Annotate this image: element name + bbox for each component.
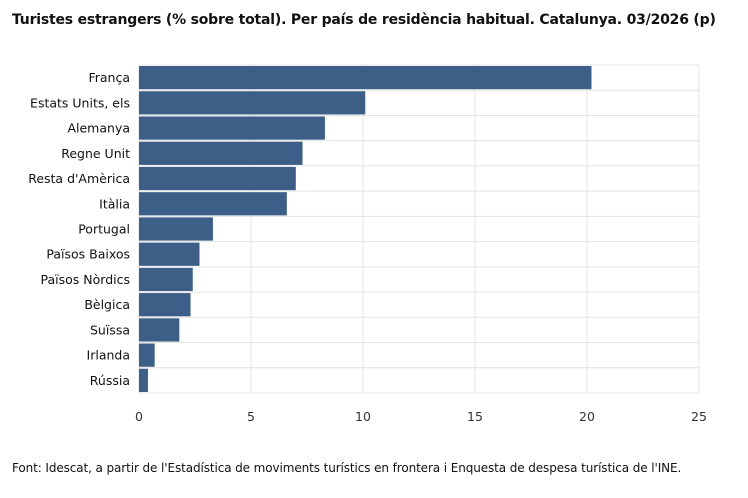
bar[interactable] [139, 192, 287, 216]
chart-title: Turistes estrangers (% sobre total). Per… [12, 12, 716, 28]
category-label: Rússia [90, 373, 130, 388]
x-tick-label: 15 [467, 409, 483, 424]
category-label: Irlanda [87, 348, 130, 363]
category-label: Països Nòrdics [41, 272, 130, 287]
grid-lines [138, 64, 700, 394]
bars [139, 66, 592, 392]
category-label: Resta d'Amèrica [28, 171, 130, 186]
bar[interactable] [139, 368, 148, 392]
category-label: Bèlgica [84, 297, 130, 312]
category-label: Regne Unit [61, 146, 130, 161]
bar[interactable] [139, 66, 592, 90]
category-label: França [88, 70, 130, 85]
x-tick-label: 25 [691, 409, 707, 424]
bar[interactable] [139, 267, 193, 292]
bar[interactable] [139, 318, 180, 342]
category-labels: França Estats Units, els Alemanya Regne Uni… [28, 70, 130, 388]
x-axis-tick-labels: 0 5 10 15 20 25 [135, 409, 707, 424]
bar[interactable] [139, 217, 213, 241]
x-tick-label: 10 [355, 409, 371, 424]
category-label: Portugal [78, 222, 130, 237]
bar[interactable] [139, 116, 325, 140]
x-tick-label: 5 [247, 409, 255, 424]
x-tick-label: 0 [135, 409, 143, 424]
bar[interactable] [139, 91, 366, 115]
category-label: Estats Units, els [30, 95, 130, 110]
bar[interactable] [139, 141, 303, 165]
bar[interactable] [139, 242, 200, 266]
bar[interactable] [139, 166, 296, 191]
source-note: Font: Idescat, a partir de l'Estadística… [12, 461, 682, 475]
category-label: Països Baixos [46, 247, 130, 262]
bar[interactable] [139, 343, 155, 367]
category-label: Alemanya [67, 121, 130, 136]
category-label: Suïssa [90, 322, 130, 337]
category-label: Itàlia [99, 196, 130, 211]
bar[interactable] [139, 293, 191, 317]
x-tick-label: 20 [579, 409, 595, 424]
